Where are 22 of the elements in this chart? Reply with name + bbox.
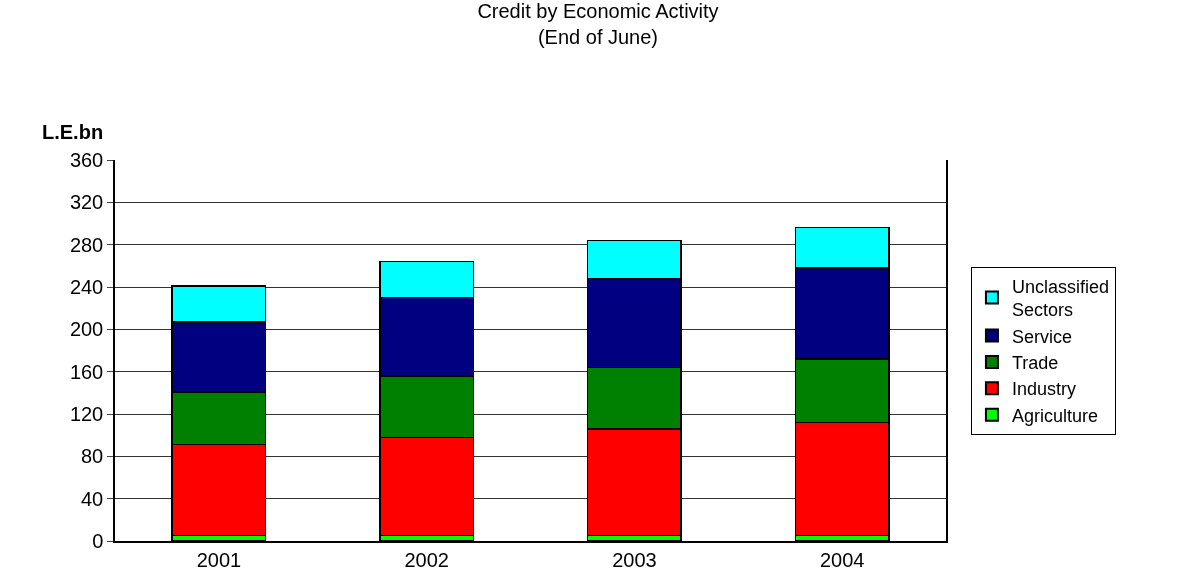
y-tick-label: 160 [69, 360, 104, 383]
x-tick-label: 2003 [612, 548, 657, 571]
y-tick-label: 80 [81, 445, 104, 468]
y-tick-label: 320 [69, 191, 104, 214]
x-tick-label: 2002 [404, 548, 449, 571]
chart-subtitle: (End of June) [537, 25, 659, 48]
chart-title: Credit by Economic Activity [477, 0, 719, 22]
y-tick-label: 40 [81, 487, 104, 510]
y-tick-label: 200 [69, 318, 104, 341]
legend-label: Service [1011, 326, 1072, 347]
x-tick-label: 2001 [196, 548, 242, 571]
legend-label: Trade [1011, 352, 1059, 373]
y-tick-label: 0 [92, 530, 104, 552]
x-tick-label: 2004 [819, 548, 865, 571]
y-tick-label: 360 [69, 149, 104, 171]
y-tick-label: 120 [69, 403, 104, 425]
y-tick-label: 280 [69, 233, 104, 256]
legend-label: Industry [1011, 379, 1076, 400]
y-axis-title: L.E.bn [42, 121, 104, 143]
legend-label: Agriculture [1011, 405, 1098, 426]
legend-label: Unclassified Sectors [1011, 276, 1109, 321]
y-tick-label: 240 [69, 276, 104, 298]
